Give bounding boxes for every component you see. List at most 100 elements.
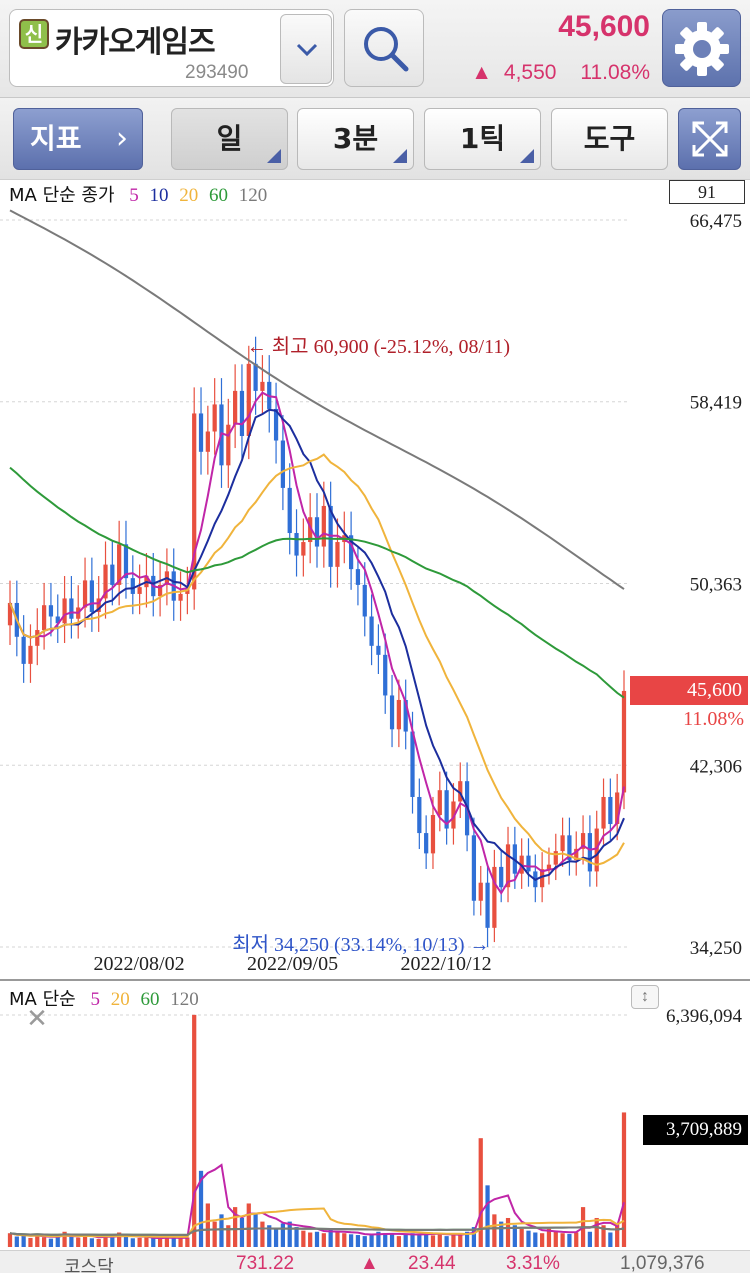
candle-body bbox=[601, 796, 606, 829]
settings-button[interactable] bbox=[662, 9, 741, 87]
dropdown-corner-icon bbox=[393, 149, 407, 163]
volume-bar bbox=[164, 1236, 170, 1247]
price-chart[interactable]: 66,475 58,419 50,363 42,306 34,250 ← 최고 60,90… bbox=[0, 181, 750, 981]
y-tick-label: 34,250 bbox=[690, 938, 742, 959]
volume-bar bbox=[424, 1232, 429, 1247]
header-bar: 신 카카오게임즈 293490 45,600 ▲ 4,550 11.08% bbox=[0, 0, 750, 98]
candle-body bbox=[246, 363, 251, 437]
candle-body bbox=[478, 882, 483, 901]
volume-bar bbox=[144, 1237, 149, 1247]
candle-body bbox=[608, 796, 613, 825]
volume-bar bbox=[14, 1236, 19, 1247]
candle-body bbox=[451, 801, 456, 829]
volume-ma120-line bbox=[9, 1225, 625, 1236]
volume-bar bbox=[82, 1235, 88, 1247]
volume-bar bbox=[273, 1228, 279, 1247]
candle-body bbox=[253, 363, 258, 391]
candle-body bbox=[376, 645, 381, 655]
current-price-tag: 45,600 bbox=[630, 676, 748, 705]
volume-bar bbox=[157, 1238, 163, 1247]
volume-bar bbox=[471, 1227, 477, 1247]
current-change-rate: 11.08% bbox=[683, 708, 744, 730]
market-index-strip[interactable]: 코스닥 731.22 ▲ 23.44 3.31% 1,079,376 bbox=[0, 1250, 750, 1273]
period-day-button[interactable]: 일 bbox=[171, 108, 288, 170]
stock-selector[interactable]: 신 카카오게임즈 293490 bbox=[9, 9, 334, 87]
resize-icon[interactable]: ↕ bbox=[631, 985, 659, 1009]
period-day-label: 일 bbox=[216, 122, 243, 155]
period-tick-button[interactable]: 1틱 bbox=[424, 108, 541, 170]
volume-bar bbox=[437, 1233, 442, 1247]
stock-dropdown-button[interactable] bbox=[280, 14, 332, 84]
candle-body bbox=[396, 699, 401, 730]
up-arrow-icon: ▲ bbox=[471, 61, 493, 84]
y-tick-label: 42,306 bbox=[690, 756, 742, 777]
candle-body bbox=[212, 404, 217, 432]
volume-bar bbox=[287, 1221, 292, 1247]
volume-bar bbox=[185, 1237, 190, 1247]
volume-bar bbox=[505, 1217, 511, 1247]
volume-bar bbox=[246, 1203, 251, 1247]
volume-bar bbox=[492, 1214, 497, 1247]
volume-bar bbox=[260, 1221, 265, 1247]
volume-bar bbox=[430, 1235, 436, 1247]
candle-body bbox=[226, 424, 231, 466]
candle-body bbox=[417, 796, 422, 834]
volume-bar bbox=[328, 1228, 333, 1247]
volume-bar bbox=[219, 1214, 224, 1247]
candle-body bbox=[410, 731, 415, 797]
candle-body bbox=[389, 695, 395, 730]
volume-bar bbox=[512, 1225, 517, 1247]
candle-body bbox=[615, 792, 620, 825]
candle-body bbox=[437, 790, 442, 816]
candle-body bbox=[178, 593, 183, 601]
volume-bar bbox=[342, 1233, 347, 1247]
ma5-label: 5 bbox=[129, 185, 139, 206]
volume-bar bbox=[369, 1233, 374, 1247]
volume-bar bbox=[574, 1232, 579, 1247]
high-annotation: ← 최고 60,900 (-25.12%, 08/11) bbox=[247, 335, 510, 358]
volume-bar bbox=[403, 1235, 408, 1247]
stock-name[interactable]: 카카오게임즈 bbox=[55, 25, 216, 60]
candle-body bbox=[28, 645, 33, 664]
vma60-label: 60 bbox=[140, 989, 160, 1010]
candle-body bbox=[383, 654, 388, 696]
volume-bar bbox=[151, 1238, 156, 1247]
volume-bar bbox=[130, 1238, 135, 1247]
candle-body bbox=[260, 381, 265, 391]
indicator-button[interactable]: 지표 › bbox=[13, 108, 143, 170]
candle-body bbox=[444, 790, 449, 829]
price-ma-legend: MA 단순 종가 5 10 20 60 120 bbox=[9, 181, 267, 207]
volume-bar bbox=[280, 1223, 286, 1247]
candle-body bbox=[157, 584, 163, 597]
volume-bar bbox=[267, 1225, 272, 1247]
tools-button[interactable]: 도구 bbox=[551, 108, 668, 170]
visible-count[interactable]: 91 bbox=[669, 180, 745, 204]
ma20-line bbox=[9, 453, 625, 866]
candle-body bbox=[41, 605, 47, 631]
candle-body bbox=[192, 413, 197, 590]
volume-bar bbox=[478, 1138, 483, 1247]
volume-bar bbox=[594, 1217, 599, 1247]
search-button[interactable] bbox=[344, 9, 424, 87]
volume-bar bbox=[567, 1233, 572, 1247]
indicator-label: 지표 bbox=[30, 122, 82, 155]
candle-body bbox=[198, 413, 204, 452]
period-minute-button[interactable]: 3분 bbox=[297, 108, 414, 170]
search-icon bbox=[364, 27, 409, 72]
volume-bar bbox=[35, 1233, 40, 1247]
close-icon[interactable]: ✕ bbox=[26, 1004, 48, 1034]
x-tick-label: 2022/09/05 bbox=[247, 953, 338, 975]
x-tick-label: 2022/08/02 bbox=[94, 953, 185, 975]
candle-body bbox=[294, 533, 299, 556]
volume-bar bbox=[233, 1207, 238, 1247]
volume-bar bbox=[485, 1185, 490, 1247]
volume-bar bbox=[362, 1236, 367, 1247]
volume-chart[interactable]: 6,396,094 bbox=[0, 983, 750, 1249]
volume-bar bbox=[226, 1225, 231, 1247]
market-rate: 3.31% bbox=[506, 1253, 560, 1273]
expand-button[interactable] bbox=[678, 108, 741, 170]
volume-bar bbox=[444, 1236, 449, 1247]
volume-bar bbox=[103, 1234, 108, 1247]
ma120-line bbox=[9, 209, 625, 590]
candle-body bbox=[233, 390, 238, 425]
